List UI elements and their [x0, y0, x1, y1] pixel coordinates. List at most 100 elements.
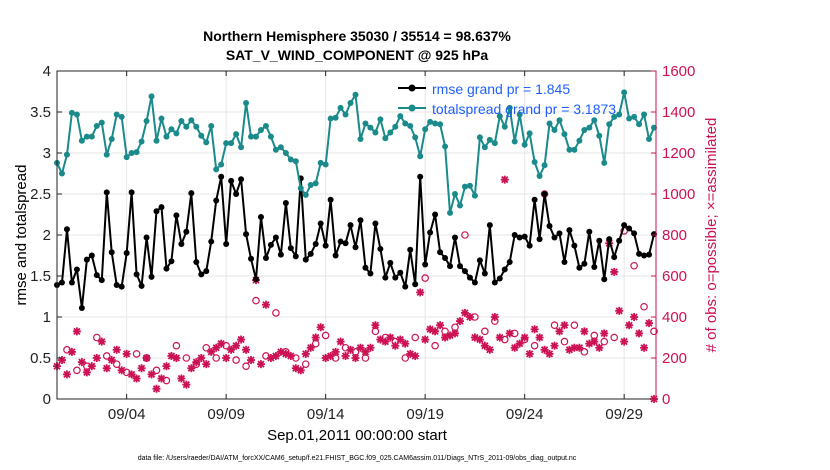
assimilated-point — [242, 345, 251, 354]
assimilated-point — [147, 370, 156, 379]
rmse-point — [183, 228, 190, 235]
totalspread-point — [138, 138, 145, 145]
totalspread-point — [481, 144, 488, 151]
assimilated-point-stroke — [297, 366, 305, 374]
possible-point — [580, 348, 589, 356]
rmse-point — [367, 270, 374, 277]
totalspread-point — [422, 126, 429, 133]
assimilated-point — [112, 345, 121, 354]
totalspread-point — [153, 137, 160, 144]
assimilated-point-stroke — [595, 344, 603, 352]
assimilated-point-stroke — [476, 335, 484, 344]
rmse-point — [447, 263, 454, 270]
assimilated-point-stroke — [346, 346, 355, 354]
assimilated-point — [595, 343, 604, 352]
possible-point — [93, 333, 101, 342]
assimilated-point — [416, 288, 425, 297]
rmse-point — [138, 282, 145, 289]
assimilated-point-stroke — [302, 350, 310, 358]
totalspread-point — [238, 144, 245, 151]
totalspread-point — [148, 93, 155, 100]
totalspread-point — [277, 144, 284, 151]
assimilated-point-stroke — [590, 337, 598, 346]
totalspread-point — [223, 140, 230, 147]
totalspread-point — [193, 123, 200, 130]
possible-point — [172, 341, 181, 350]
rmse-point — [253, 276, 260, 283]
totalspread-point — [282, 150, 289, 156]
y-tick-label-right: 1400 — [662, 104, 695, 121]
possible-point — [142, 354, 151, 362]
legend-label-rmse: rmse grand pr = 1.845 — [432, 81, 570, 97]
assimilated-point — [590, 337, 599, 346]
assimilated-point — [256, 360, 265, 369]
legend-marker-rmse — [408, 84, 416, 92]
assimilated-point — [610, 267, 619, 276]
y-tick-label-right: 1000 — [662, 186, 695, 203]
x-tick-label: 09/14 — [307, 406, 345, 423]
assimilated-point — [475, 335, 484, 344]
rmse-point — [566, 227, 573, 234]
assimilated-point — [645, 319, 654, 328]
rmse-point — [143, 234, 150, 241]
assimilated-point — [122, 349, 131, 358]
possible-point — [441, 327, 449, 336]
rmse-point — [277, 251, 284, 258]
assimilated-point-stroke — [83, 368, 91, 376]
possible-point — [391, 337, 400, 346]
rmse-point — [317, 220, 324, 227]
assimilated-point — [401, 339, 410, 348]
totalspread-point — [357, 136, 364, 143]
totalspread-point — [158, 115, 165, 122]
totalspread-point — [501, 123, 508, 130]
rmse-point — [243, 231, 250, 238]
possible-point — [550, 321, 559, 330]
totalspread-point — [636, 121, 643, 128]
totalspread-point — [78, 137, 85, 144]
totalspread-point — [392, 123, 399, 130]
rmse-point — [626, 225, 633, 232]
totalspread-point — [407, 122, 414, 129]
rmse-point — [486, 222, 493, 229]
assimilated-point-stroke — [113, 346, 121, 354]
rmse-point — [352, 244, 359, 251]
assimilated-point-stroke — [456, 317, 464, 325]
rmse-point — [168, 258, 175, 265]
assimilated-point-stroke — [421, 335, 429, 344]
totalspread-point — [387, 129, 394, 136]
assimilated-point-stroke — [257, 360, 265, 368]
totalspread-point — [511, 138, 518, 145]
rmse-point — [93, 272, 100, 279]
possible-point — [321, 331, 330, 340]
assimilated-point-stroke — [312, 333, 320, 342]
totalspread-point — [287, 156, 294, 163]
rmse-point — [267, 241, 274, 248]
rmse-point — [58, 279, 65, 286]
assimilated-point — [137, 364, 146, 373]
possible-point — [182, 354, 191, 362]
assimilated-point-stroke — [123, 350, 131, 358]
totalspread-point — [68, 109, 75, 116]
rmse-point — [531, 196, 538, 203]
totalspread-point — [437, 121, 444, 128]
assimilated-point-stroke — [486, 346, 494, 354]
rmse-point — [332, 252, 339, 259]
totalspread-point — [183, 123, 190, 130]
possible-point — [481, 327, 489, 336]
rmse-point — [342, 240, 349, 247]
rmse-point — [427, 229, 434, 236]
assimilated-point-stroke — [501, 176, 509, 184]
assimilated-point — [500, 175, 509, 184]
totalspread-point — [83, 133, 90, 140]
totalspread-point — [173, 130, 180, 137]
rmse-point — [118, 283, 125, 290]
totalspread-point — [397, 113, 404, 120]
rmse-point — [561, 259, 568, 266]
possible-point — [311, 339, 320, 348]
totalspread-point — [601, 159, 608, 166]
assimilated-point-stroke — [78, 358, 86, 366]
rmse-point — [322, 242, 329, 249]
y-tick-label-left: 1.5 — [30, 268, 51, 285]
assimilated-point — [341, 351, 350, 360]
rmse-point — [98, 277, 105, 284]
